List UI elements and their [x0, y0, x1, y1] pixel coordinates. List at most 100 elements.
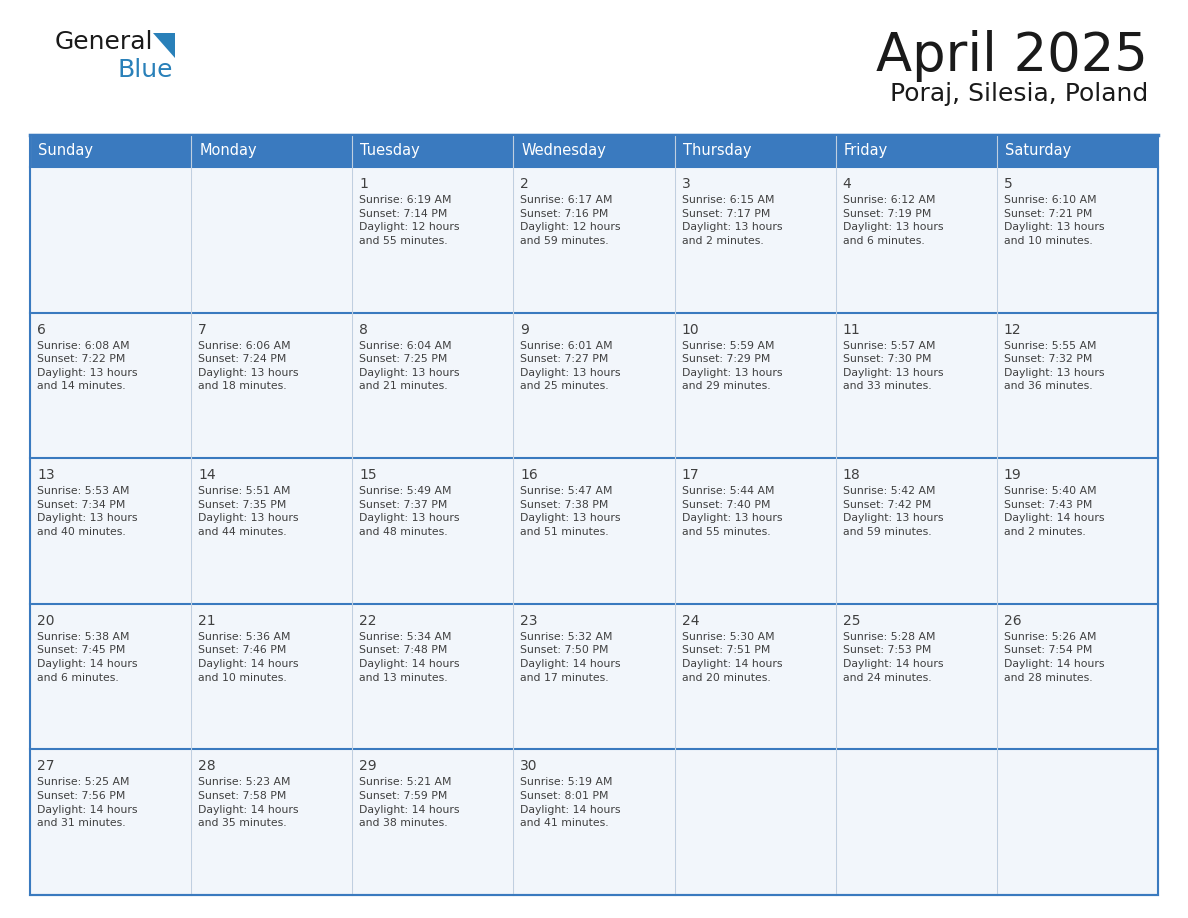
Text: Sunrise: 6:12 AM
Sunset: 7:19 PM
Daylight: 13 hours
and 6 minutes.: Sunrise: 6:12 AM Sunset: 7:19 PM Dayligh… [842, 195, 943, 246]
Bar [30, 135, 1158, 895]
Text: Sunrise: 5:25 AM
Sunset: 7:56 PM
Daylight: 14 hours
and 31 minutes.: Sunrise: 5:25 AM Sunset: 7:56 PM Dayligh… [37, 778, 138, 828]
Bar [30, 313, 191, 458]
Polygon shape [153, 33, 175, 58]
Text: April 2025: April 2025 [876, 30, 1148, 82]
Text: 7: 7 [198, 322, 207, 337]
Text: 24: 24 [682, 614, 699, 628]
Text: 9: 9 [520, 322, 530, 337]
Text: Sunrise: 5:34 AM
Sunset: 7:48 PM
Daylight: 14 hours
and 13 minutes.: Sunrise: 5:34 AM Sunset: 7:48 PM Dayligh… [359, 632, 460, 683]
Text: 23: 23 [520, 614, 538, 628]
Text: 6: 6 [37, 322, 46, 337]
Text: 30: 30 [520, 759, 538, 773]
Bar [353, 313, 513, 458]
Bar [675, 604, 835, 749]
Text: Sunrise: 6:19 AM
Sunset: 7:14 PM
Daylight: 12 hours
and 55 minutes.: Sunrise: 6:19 AM Sunset: 7:14 PM Dayligh… [359, 195, 460, 246]
Text: 11: 11 [842, 322, 860, 337]
Text: Sunrise: 5:40 AM
Sunset: 7:43 PM
Daylight: 14 hours
and 2 minutes.: Sunrise: 5:40 AM Sunset: 7:43 PM Dayligh… [1004, 487, 1105, 537]
Bar [835, 458, 997, 604]
Text: Poraj, Silesia, Poland: Poraj, Silesia, Poland [890, 82, 1148, 106]
Bar [353, 167, 513, 313]
Text: 10: 10 [682, 322, 700, 337]
Text: 29: 29 [359, 759, 377, 773]
Bar [675, 313, 835, 458]
Text: Sunrise: 5:26 AM
Sunset: 7:54 PM
Daylight: 14 hours
and 28 minutes.: Sunrise: 5:26 AM Sunset: 7:54 PM Dayligh… [1004, 632, 1105, 683]
Bar [353, 135, 513, 167]
Text: 19: 19 [1004, 468, 1022, 482]
Bar [513, 749, 675, 895]
Text: 1: 1 [359, 177, 368, 191]
Text: Sunrise: 5:49 AM
Sunset: 7:37 PM
Daylight: 13 hours
and 48 minutes.: Sunrise: 5:49 AM Sunset: 7:37 PM Dayligh… [359, 487, 460, 537]
Text: Sunrise: 5:38 AM
Sunset: 7:45 PM
Daylight: 14 hours
and 6 minutes.: Sunrise: 5:38 AM Sunset: 7:45 PM Dayligh… [37, 632, 138, 683]
Text: 13: 13 [37, 468, 55, 482]
Text: Sunrise: 5:59 AM
Sunset: 7:29 PM
Daylight: 13 hours
and 29 minutes.: Sunrise: 5:59 AM Sunset: 7:29 PM Dayligh… [682, 341, 782, 391]
Text: Friday: Friday [843, 143, 887, 159]
Text: Sunrise: 5:32 AM
Sunset: 7:50 PM
Daylight: 14 hours
and 17 minutes.: Sunrise: 5:32 AM Sunset: 7:50 PM Dayligh… [520, 632, 621, 683]
Bar [675, 135, 835, 167]
Bar [513, 604, 675, 749]
Text: 25: 25 [842, 614, 860, 628]
Text: 27: 27 [37, 759, 55, 773]
Text: 22: 22 [359, 614, 377, 628]
Bar [675, 167, 835, 313]
Bar [191, 167, 353, 313]
Bar [191, 458, 353, 604]
Text: Sunrise: 5:47 AM
Sunset: 7:38 PM
Daylight: 13 hours
and 51 minutes.: Sunrise: 5:47 AM Sunset: 7:38 PM Dayligh… [520, 487, 621, 537]
Text: Sunrise: 6:08 AM
Sunset: 7:22 PM
Daylight: 13 hours
and 14 minutes.: Sunrise: 6:08 AM Sunset: 7:22 PM Dayligh… [37, 341, 138, 391]
Bar [513, 167, 675, 313]
Bar [353, 604, 513, 749]
Bar [191, 604, 353, 749]
Bar [835, 749, 997, 895]
Bar [675, 458, 835, 604]
Bar [30, 604, 191, 749]
Text: Sunday: Sunday [38, 143, 93, 159]
Bar [835, 135, 997, 167]
Text: Sunrise: 6:15 AM
Sunset: 7:17 PM
Daylight: 13 hours
and 2 minutes.: Sunrise: 6:15 AM Sunset: 7:17 PM Dayligh… [682, 195, 782, 246]
Bar [30, 458, 191, 604]
Text: 17: 17 [682, 468, 700, 482]
Bar [30, 167, 191, 313]
Bar [30, 749, 191, 895]
Text: Sunrise: 6:01 AM
Sunset: 7:27 PM
Daylight: 13 hours
and 25 minutes.: Sunrise: 6:01 AM Sunset: 7:27 PM Dayligh… [520, 341, 621, 391]
Text: Sunrise: 6:10 AM
Sunset: 7:21 PM
Daylight: 13 hours
and 10 minutes.: Sunrise: 6:10 AM Sunset: 7:21 PM Dayligh… [1004, 195, 1105, 246]
Text: 3: 3 [682, 177, 690, 191]
Text: 15: 15 [359, 468, 377, 482]
Text: Sunrise: 5:36 AM
Sunset: 7:46 PM
Daylight: 14 hours
and 10 minutes.: Sunrise: 5:36 AM Sunset: 7:46 PM Dayligh… [198, 632, 298, 683]
Text: Sunrise: 5:28 AM
Sunset: 7:53 PM
Daylight: 14 hours
and 24 minutes.: Sunrise: 5:28 AM Sunset: 7:53 PM Dayligh… [842, 632, 943, 683]
Text: General: General [55, 30, 153, 54]
Bar [30, 135, 191, 167]
Bar [191, 749, 353, 895]
Text: Sunrise: 6:06 AM
Sunset: 7:24 PM
Daylight: 13 hours
and 18 minutes.: Sunrise: 6:06 AM Sunset: 7:24 PM Dayligh… [198, 341, 298, 391]
Text: Sunrise: 5:19 AM
Sunset: 8:01 PM
Daylight: 14 hours
and 41 minutes.: Sunrise: 5:19 AM Sunset: 8:01 PM Dayligh… [520, 778, 621, 828]
Text: Sunrise: 6:04 AM
Sunset: 7:25 PM
Daylight: 13 hours
and 21 minutes.: Sunrise: 6:04 AM Sunset: 7:25 PM Dayligh… [359, 341, 460, 391]
Text: Wednesday: Wednesday [522, 143, 606, 159]
Text: Sunrise: 5:30 AM
Sunset: 7:51 PM
Daylight: 14 hours
and 20 minutes.: Sunrise: 5:30 AM Sunset: 7:51 PM Dayligh… [682, 632, 782, 683]
Text: Sunrise: 5:51 AM
Sunset: 7:35 PM
Daylight: 13 hours
and 44 minutes.: Sunrise: 5:51 AM Sunset: 7:35 PM Dayligh… [198, 487, 298, 537]
Text: Sunrise: 5:42 AM
Sunset: 7:42 PM
Daylight: 13 hours
and 59 minutes.: Sunrise: 5:42 AM Sunset: 7:42 PM Dayligh… [842, 487, 943, 537]
Text: 26: 26 [1004, 614, 1022, 628]
Text: 18: 18 [842, 468, 860, 482]
Bar [997, 749, 1158, 895]
Bar [997, 167, 1158, 313]
Bar [513, 135, 675, 167]
Text: Sunrise: 5:23 AM
Sunset: 7:58 PM
Daylight: 14 hours
and 35 minutes.: Sunrise: 5:23 AM Sunset: 7:58 PM Dayligh… [198, 778, 298, 828]
Text: Tuesday: Tuesday [360, 143, 421, 159]
Bar [675, 749, 835, 895]
Text: 14: 14 [198, 468, 216, 482]
Bar [997, 135, 1158, 167]
Text: Sunrise: 5:21 AM
Sunset: 7:59 PM
Daylight: 14 hours
and 38 minutes.: Sunrise: 5:21 AM Sunset: 7:59 PM Dayligh… [359, 778, 460, 828]
Text: 12: 12 [1004, 322, 1022, 337]
Bar [191, 313, 353, 458]
Bar [191, 135, 353, 167]
Text: 5: 5 [1004, 177, 1012, 191]
Text: 8: 8 [359, 322, 368, 337]
Bar [835, 167, 997, 313]
Text: Sunrise: 5:57 AM
Sunset: 7:30 PM
Daylight: 13 hours
and 33 minutes.: Sunrise: 5:57 AM Sunset: 7:30 PM Dayligh… [842, 341, 943, 391]
Text: Sunrise: 5:55 AM
Sunset: 7:32 PM
Daylight: 13 hours
and 36 minutes.: Sunrise: 5:55 AM Sunset: 7:32 PM Dayligh… [1004, 341, 1105, 391]
Bar [997, 313, 1158, 458]
Text: 21: 21 [198, 614, 216, 628]
Bar [513, 458, 675, 604]
Text: Sunrise: 5:53 AM
Sunset: 7:34 PM
Daylight: 13 hours
and 40 minutes.: Sunrise: 5:53 AM Sunset: 7:34 PM Dayligh… [37, 487, 138, 537]
Text: Sunrise: 6:17 AM
Sunset: 7:16 PM
Daylight: 12 hours
and 59 minutes.: Sunrise: 6:17 AM Sunset: 7:16 PM Dayligh… [520, 195, 621, 246]
Text: Saturday: Saturday [1005, 143, 1072, 159]
Text: 4: 4 [842, 177, 852, 191]
